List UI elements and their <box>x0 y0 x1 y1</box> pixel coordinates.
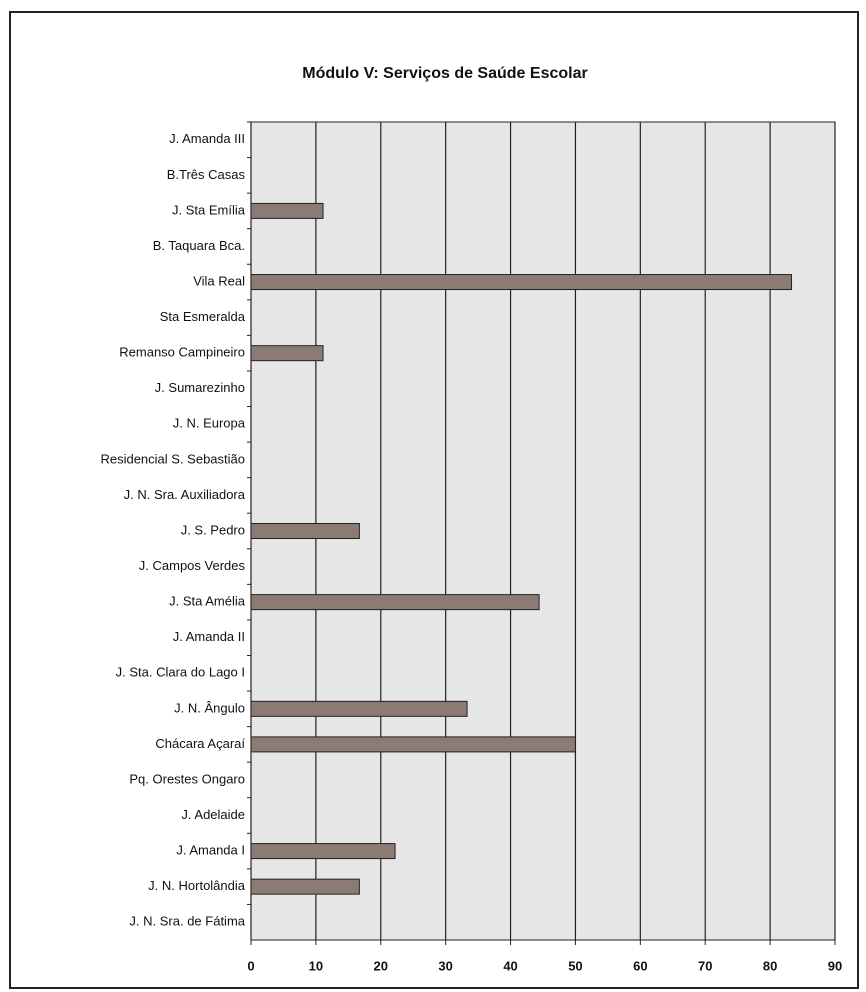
y-tick-label: J. Adelaide <box>181 807 245 822</box>
y-tick-label: J. Amanda II <box>173 629 245 644</box>
bar <box>250 878 360 895</box>
y-tick-label: Vila Real <box>193 273 245 288</box>
x-tick-label: 90 <box>828 958 842 973</box>
y-tick-label: J. S. Pedro <box>181 522 245 537</box>
y-tick-label: Pq. Orestes Ongaro <box>129 771 245 786</box>
x-tick-label: 50 <box>568 958 582 973</box>
y-tick-label: J. Campos Verdes <box>139 558 246 573</box>
y-tick-label: B.Três Casas <box>167 167 246 182</box>
y-tick-label: Sta Esmeralda <box>160 309 246 324</box>
y-tick-label: J. N. Sra. Auxiliadora <box>124 487 246 502</box>
chart-title: Módulo V: Serviços de Saúde Escolar <box>302 65 587 82</box>
y-tick-label: J. Sumarezinho <box>155 380 245 395</box>
y-tick-label: J. N. Europa <box>173 416 246 431</box>
x-tick-label: 70 <box>698 958 712 973</box>
bar <box>250 736 576 753</box>
y-tick-label: J. Amanda I <box>176 843 245 858</box>
y-tick-label: J. Amanda III <box>169 131 245 146</box>
y-tick-label: J. Sta Amélia <box>169 594 246 609</box>
y-tick-label: Residencial S. Sebastião <box>100 451 245 466</box>
bar <box>250 202 324 219</box>
x-tick-label: 0 <box>247 958 254 973</box>
y-tick-label: B. Taquara Bca. <box>153 238 245 253</box>
bar <box>250 523 360 539</box>
x-tick-label: 80 <box>763 958 777 973</box>
y-tick-label: J. N. Sra. de Fátima <box>129 914 245 929</box>
bar <box>250 700 468 717</box>
x-tick-label: 30 <box>438 958 452 973</box>
y-tick-label: Remanso Campineiro <box>119 345 245 360</box>
y-tick-label: Chácara Açaraí <box>155 736 245 751</box>
x-tick-label: 40 <box>503 958 517 973</box>
y-tick-label: J. N. Hortolândia <box>148 878 246 893</box>
bar <box>250 594 540 611</box>
y-tick-label: J. N. Ângulo <box>174 700 245 715</box>
x-tick-label: 20 <box>374 958 388 973</box>
bar <box>250 345 324 362</box>
bar <box>250 274 793 291</box>
y-tick-label: J. Sta Emília <box>172 202 246 217</box>
y-tick-label: J. Sta. Clara do Lago I <box>116 665 245 680</box>
x-tick-label: 10 <box>309 958 323 973</box>
bar <box>250 843 396 860</box>
x-tick-label: 60 <box>633 958 647 973</box>
